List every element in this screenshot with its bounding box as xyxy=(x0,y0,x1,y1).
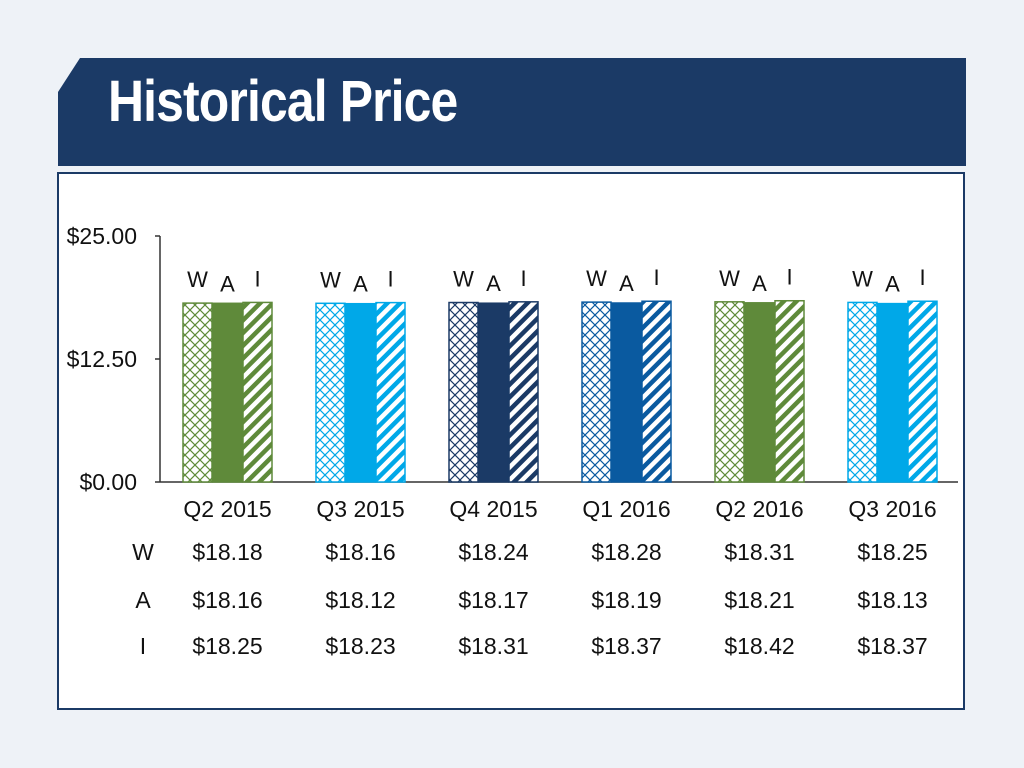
table-row-label: W xyxy=(132,539,154,565)
bar-series-letter: W xyxy=(586,266,607,291)
bar-series-letter: W xyxy=(852,266,873,291)
y-tick-label: $12.50 xyxy=(67,346,137,372)
bar-series-letter: W xyxy=(187,267,208,292)
table-cell: $18.21 xyxy=(724,587,794,613)
x-tick-label: Q2 2015 xyxy=(183,496,271,522)
table-cell: $18.37 xyxy=(591,633,661,659)
x-tick-label: Q1 2016 xyxy=(582,496,670,522)
bar-series-letter: I xyxy=(254,266,260,291)
bar-i-q4-2015 xyxy=(508,301,539,483)
x-tick-label: Q3 2016 xyxy=(848,496,936,522)
table-cell: $18.31 xyxy=(458,633,528,659)
table-cell: $18.24 xyxy=(458,539,529,565)
table-cell: $18.16 xyxy=(192,587,262,613)
bar-w-q2-2015 xyxy=(182,302,213,483)
bar-w-q3-2015 xyxy=(315,302,346,483)
bar-series-letter: A xyxy=(619,271,634,296)
bar-series-letter: I xyxy=(387,267,393,292)
bar-a-q2-2015 xyxy=(212,302,243,483)
bar-series-letter: A xyxy=(220,271,235,296)
bar-w-q4-2015 xyxy=(448,301,479,483)
table-row-label: I xyxy=(140,633,146,659)
bar-series-letter: I xyxy=(919,265,925,290)
bar-w-q3-2016 xyxy=(847,301,878,483)
bar-a-q3-2016 xyxy=(877,302,908,483)
table-cell: $18.37 xyxy=(857,633,927,659)
table-cell: $18.25 xyxy=(192,633,262,659)
table-row-label: A xyxy=(135,587,151,613)
bar-i-q1-2016 xyxy=(641,300,672,483)
table-cell: $18.42 xyxy=(724,633,794,659)
bar-a-q3-2015 xyxy=(345,302,376,483)
x-tick-label: Q2 2016 xyxy=(715,496,803,522)
x-tick-label: Q4 2015 xyxy=(449,496,537,522)
bar-w-q2-2016 xyxy=(714,301,745,483)
table-cell: $18.28 xyxy=(591,539,661,565)
bar-w-q1-2016 xyxy=(581,301,612,483)
bar-i-q2-2015 xyxy=(242,301,273,483)
table-cell: $18.19 xyxy=(591,587,661,613)
bar-series-letter: A xyxy=(486,271,501,296)
table-cell: $18.31 xyxy=(724,539,794,565)
table-cell: $18.17 xyxy=(458,587,528,613)
y-tick-label: $0.00 xyxy=(79,469,137,495)
bar-a-q4-2015 xyxy=(478,302,509,483)
header-banner: Historical Price xyxy=(58,58,966,166)
y-tick-label: $25.00 xyxy=(67,223,137,249)
bar-i-q3-2016 xyxy=(907,300,938,483)
bar-series-letter: W xyxy=(719,266,740,291)
bar-series-letter: A xyxy=(885,272,900,297)
bar-series-letter: A xyxy=(752,271,767,296)
table-cell: $18.23 xyxy=(325,633,395,659)
page-title: Historical Price xyxy=(108,69,458,134)
bar-a-q1-2016 xyxy=(611,302,642,483)
x-tick-label: Q3 2015 xyxy=(316,496,404,522)
bar-series-letter: I xyxy=(653,265,659,290)
bar-series-letter: I xyxy=(520,266,526,291)
bar-series-letter: I xyxy=(786,265,792,290)
table-cell: $18.25 xyxy=(857,539,927,565)
table-cell: $18.13 xyxy=(857,587,927,613)
table-cell: $18.12 xyxy=(325,587,395,613)
bar-i-q2-2016 xyxy=(774,299,805,483)
table-cell: $18.18 xyxy=(192,539,262,565)
table-cell: $18.16 xyxy=(325,539,395,565)
bar-a-q2-2016 xyxy=(744,302,775,483)
bar-series-letter: A xyxy=(353,272,368,297)
bar-series-letter: W xyxy=(320,267,341,292)
bar-series-letter: W xyxy=(453,267,474,292)
bar-i-q3-2015 xyxy=(375,301,406,483)
